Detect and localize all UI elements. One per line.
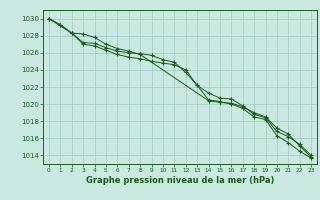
X-axis label: Graphe pression niveau de la mer (hPa): Graphe pression niveau de la mer (hPa) — [86, 176, 274, 185]
